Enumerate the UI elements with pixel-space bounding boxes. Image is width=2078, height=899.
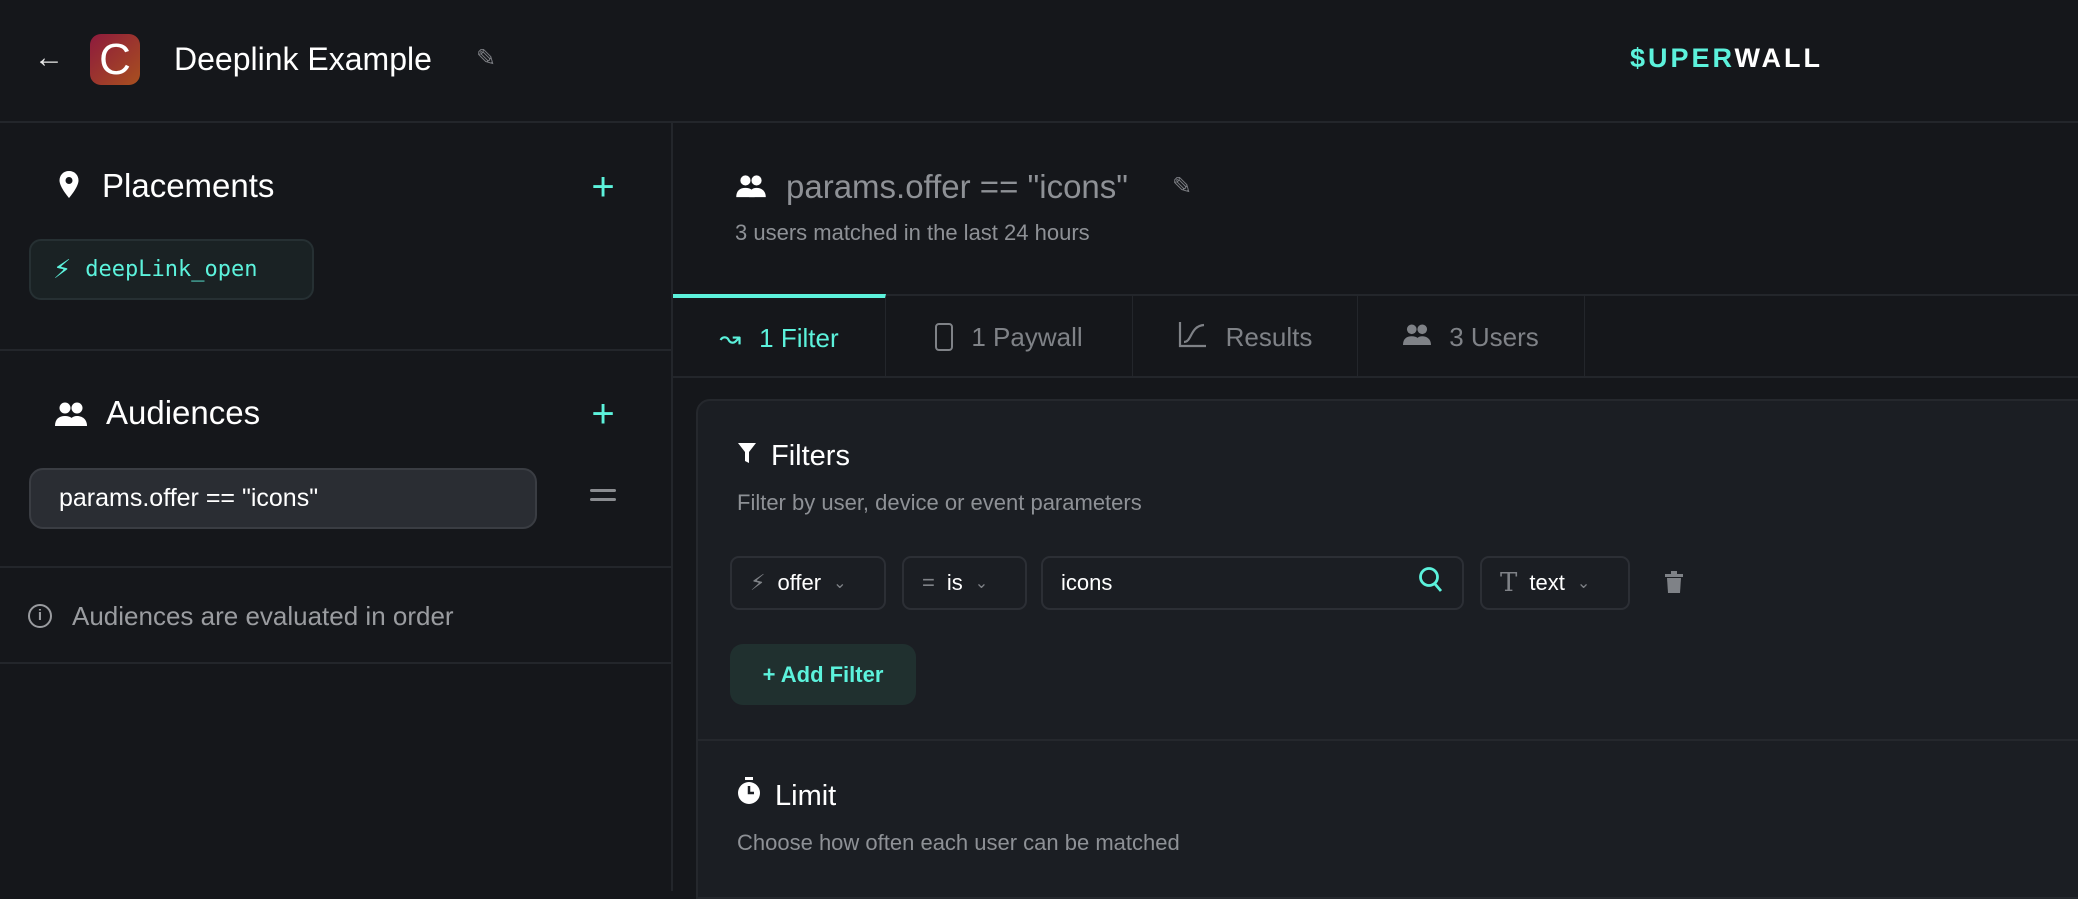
add-audience-button[interactable]: +	[591, 392, 615, 436]
info-icon: i	[28, 604, 52, 628]
audience-title: params.offer == "icons"	[786, 168, 1128, 205]
location-pin-icon	[58, 170, 80, 200]
audiences-heading: Audiences	[106, 394, 261, 431]
placement-chip[interactable]: ⚡︎ deepLink_open	[29, 239, 314, 300]
filter-arrows-icon: ↝	[719, 322, 742, 353]
tab-filter[interactable]: ↝ 1 Filter	[673, 294, 886, 378]
bolt-icon: ⚡︎	[750, 570, 766, 595]
audience-item[interactable]: params.offer == "icons"	[29, 468, 537, 529]
limit-heading: Limit	[737, 777, 836, 814]
divider	[698, 739, 2078, 741]
chevron-down-icon: ⌄	[1576, 575, 1591, 592]
limit-subtitle: Choose how often each user can be matche…	[737, 830, 1180, 855]
chart-icon	[1178, 320, 1208, 355]
edit-pencil-icon[interactable]: ✎	[476, 45, 497, 72]
text-type-icon: T	[1500, 568, 1518, 598]
audience-match-count: 3 users matched in the last 24 hours	[735, 220, 1090, 245]
back-arrow-icon[interactable]: ←	[34, 41, 64, 74]
placements-heading: Placements	[102, 167, 275, 204]
drag-handle-icon[interactable]	[590, 489, 616, 507]
chevron-down-icon: ⌄	[833, 575, 847, 592]
chevron-down-icon: ⌄	[974, 575, 989, 592]
users-icon	[55, 401, 87, 432]
divider	[0, 662, 673, 664]
filters-heading: Filters	[737, 438, 850, 474]
audience-settings-card	[696, 399, 2078, 899]
filter-operator-select[interactable]: = is ⌄	[902, 556, 1027, 610]
filters-subtitle: Filter by user, device or event paramete…	[737, 490, 1142, 515]
tab-paywall[interactable]: 1 Paywall	[886, 296, 1133, 378]
app-title: Deeplink Example	[174, 41, 432, 77]
search-icon[interactable]	[1418, 566, 1444, 600]
app-icon: C	[90, 34, 140, 85]
tab-users[interactable]: 3 Users	[1358, 296, 1585, 378]
add-filter-button[interactable]: + Add Filter	[730, 644, 916, 705]
audience-order-info: i Audiences are evaluated in order	[28, 600, 454, 632]
divider	[0, 349, 673, 351]
users-icon	[736, 174, 766, 203]
sidebar	[0, 123, 673, 891]
divider	[0, 566, 673, 568]
filter-field-select[interactable]: ⚡︎ offer ⌄	[730, 556, 886, 610]
trash-icon[interactable]	[1664, 570, 1684, 599]
equals-icon: =	[922, 570, 935, 595]
edit-pencil-icon[interactable]: ✎	[1172, 173, 1193, 200]
tab-bar: ↝ 1 Filter 1 Paywall Results 3 Users	[673, 294, 2078, 378]
tab-results[interactable]: Results	[1133, 296, 1358, 378]
bolt-icon: ⚡︎	[53, 254, 72, 285]
timer-icon	[737, 777, 761, 814]
filter-value-input[interactable]: icons	[1041, 556, 1464, 610]
users-icon	[1403, 322, 1432, 353]
phone-icon	[935, 323, 954, 351]
funnel-icon	[737, 438, 757, 474]
top-header: ← C Deeplink Example ✎ $UPERWALL	[0, 0, 2078, 123]
superwall-logo: $UPERWALL	[1630, 43, 1824, 73]
add-placement-button[interactable]: +	[591, 165, 615, 209]
